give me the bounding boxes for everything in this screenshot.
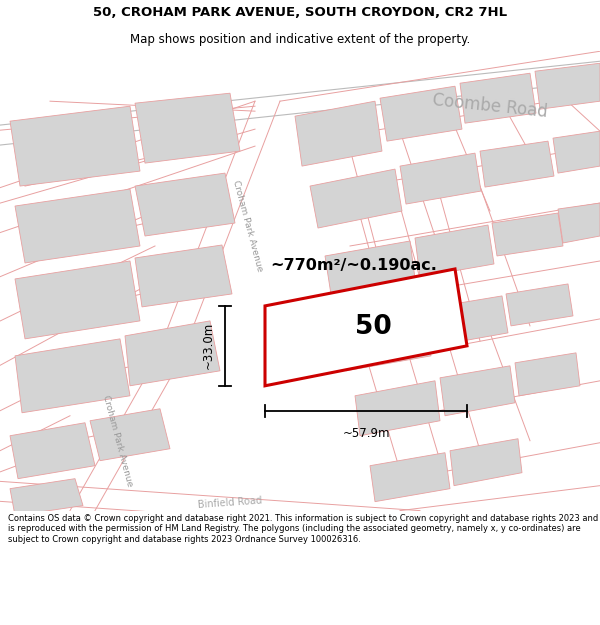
Polygon shape (125, 321, 220, 386)
Polygon shape (90, 409, 170, 461)
Polygon shape (506, 284, 573, 326)
Polygon shape (15, 189, 140, 263)
Polygon shape (295, 101, 382, 166)
Polygon shape (480, 141, 554, 187)
Polygon shape (492, 213, 563, 256)
Text: 50: 50 (355, 314, 391, 339)
Polygon shape (135, 245, 232, 307)
Polygon shape (10, 479, 83, 516)
Polygon shape (370, 452, 450, 502)
Polygon shape (10, 422, 95, 479)
Text: ~57.9m: ~57.9m (342, 427, 390, 440)
Polygon shape (415, 225, 494, 277)
Polygon shape (380, 86, 462, 141)
Text: Coombe Road: Coombe Road (431, 91, 548, 121)
Text: Contains OS data © Crown copyright and database right 2021. This information is : Contains OS data © Crown copyright and d… (8, 514, 598, 544)
Polygon shape (15, 261, 140, 339)
Polygon shape (440, 366, 515, 416)
Polygon shape (460, 73, 536, 123)
Text: Croham Park Avenue: Croham Park Avenue (101, 394, 134, 488)
Polygon shape (135, 173, 235, 236)
Text: Map shows position and indicative extent of the property.: Map shows position and indicative extent… (130, 34, 470, 46)
Polygon shape (430, 296, 508, 346)
Polygon shape (450, 439, 522, 486)
Text: 50, CROHAM PARK AVENUE, SOUTH CROYDON, CR2 7HL: 50, CROHAM PARK AVENUE, SOUTH CROYDON, C… (93, 6, 507, 19)
Text: ~770m²/~0.190ac.: ~770m²/~0.190ac. (270, 259, 437, 274)
Polygon shape (400, 153, 481, 204)
Polygon shape (135, 93, 240, 163)
Text: Binfield Road: Binfield Road (197, 496, 262, 510)
Text: ~33.0m: ~33.0m (202, 322, 215, 369)
Polygon shape (265, 269, 467, 386)
Text: Croham Park Avenue: Croham Park Avenue (232, 179, 265, 272)
Polygon shape (325, 241, 416, 301)
Polygon shape (15, 339, 130, 412)
Polygon shape (558, 203, 600, 243)
Polygon shape (10, 106, 140, 186)
Polygon shape (535, 63, 600, 109)
Polygon shape (355, 381, 440, 436)
Polygon shape (553, 131, 600, 173)
Polygon shape (515, 353, 580, 396)
Polygon shape (310, 169, 402, 228)
Polygon shape (340, 311, 431, 371)
